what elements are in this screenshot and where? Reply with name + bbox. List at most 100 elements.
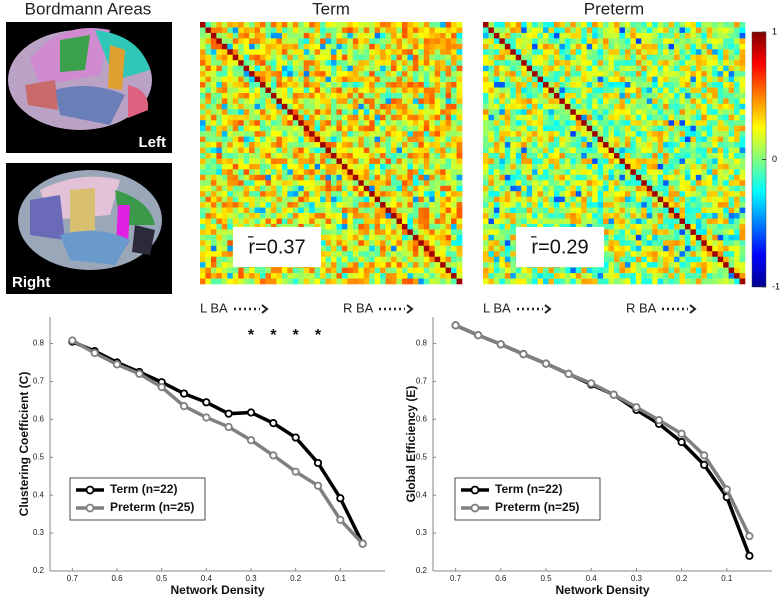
matrix-cell	[723, 76, 729, 83]
matrix-cell	[292, 153, 299, 159]
matrix-cell	[674, 234, 680, 241]
matrix-cell	[298, 76, 305, 83]
matrix-cell	[668, 87, 675, 94]
matrix-cell	[723, 158, 729, 165]
matrix-cell	[434, 114, 441, 121]
matrix-cell	[597, 273, 604, 279]
matrix-cell	[385, 207, 392, 214]
matrix-cell	[456, 185, 463, 192]
matrix-cell	[276, 71, 283, 77]
matrix-cell	[499, 169, 506, 176]
matrix-cell	[309, 180, 315, 187]
matrix-cell	[363, 43, 370, 50]
matrix-cell	[309, 147, 315, 154]
matrix-cell	[690, 65, 697, 72]
matrix-cell	[298, 92, 305, 99]
y-tick-label: 0.4	[33, 490, 45, 499]
matrix-cell	[341, 92, 348, 99]
matrix-cell	[614, 273, 620, 279]
matrix-cell	[559, 163, 566, 170]
matrix-cell	[652, 131, 658, 137]
matrix-cell	[619, 245, 626, 252]
matrix-cell	[488, 54, 495, 61]
matrix-cell	[303, 278, 310, 285]
matrix-cell	[635, 109, 642, 116]
matrix-cell	[663, 169, 669, 176]
matrix-cell	[483, 87, 489, 94]
matrix-cell	[483, 267, 489, 274]
matrix-cell	[221, 158, 228, 165]
matrix-cell	[451, 54, 457, 61]
matrix-cell	[504, 278, 511, 285]
matrix-cell	[352, 207, 359, 214]
matrix-cell	[412, 191, 419, 197]
matrix-cell	[232, 98, 239, 105]
colorbar-tick-label: 1	[772, 26, 777, 36]
matrix-cell	[281, 169, 288, 176]
matrix-cell	[575, 49, 582, 56]
matrix-cell	[624, 76, 631, 83]
matrix-cell	[445, 180, 452, 187]
matrix-cell	[341, 82, 348, 88]
matrix-cell	[657, 49, 664, 56]
matrix-cell	[652, 234, 658, 241]
matrix-cell	[423, 103, 430, 110]
matrix-cell	[652, 267, 658, 274]
matrix-cell	[663, 71, 669, 77]
matrix-cell	[314, 109, 321, 116]
matrix-cell	[734, 191, 740, 197]
matrix-cell	[504, 98, 511, 105]
matrix-cell	[739, 153, 746, 159]
matrix-cell	[238, 87, 244, 94]
matrix-cell	[200, 196, 206, 203]
matrix-cell	[646, 136, 653, 143]
matrix-cell	[456, 125, 463, 132]
matrix-cell	[216, 256, 223, 263]
matrix-cell	[548, 103, 555, 110]
matrix-cell	[624, 169, 631, 176]
matrix-cell	[314, 120, 321, 127]
matrix-cell	[690, 207, 697, 214]
matrix-cell	[210, 202, 217, 208]
matrix-cell	[515, 98, 522, 105]
matrix-cell	[254, 109, 261, 116]
matrix-cell	[701, 131, 708, 137]
matrix-cell	[341, 202, 348, 208]
matrix-cell	[314, 185, 321, 192]
matrix-cell	[238, 196, 244, 203]
matrix-cell	[603, 267, 609, 274]
matrix-cell	[488, 153, 495, 159]
matrix-cell	[440, 92, 446, 99]
matrix-cell	[630, 218, 637, 225]
matrix-cell	[385, 267, 392, 274]
matrix-cell	[243, 27, 250, 34]
matrix-cell	[336, 54, 343, 61]
matrix-cell	[652, 169, 658, 176]
matrix-cell	[434, 251, 441, 258]
matrix-cell	[635, 163, 642, 170]
matrix-cell	[597, 213, 604, 219]
matrix-cell	[515, 65, 522, 72]
matrix-cell	[391, 273, 397, 279]
matrix-cell	[608, 191, 615, 197]
matrix-cell	[641, 251, 648, 258]
matrix-cell	[521, 54, 527, 61]
matrix-cell	[488, 207, 495, 214]
matrix-cell	[418, 218, 425, 225]
matrix-cell	[701, 223, 708, 230]
matrix-cell	[456, 103, 463, 110]
matrix-cell	[706, 234, 713, 241]
matrix-cell	[407, 185, 414, 192]
matrix-cell	[347, 158, 354, 165]
matrix-cell	[358, 256, 365, 263]
matrix-cell	[232, 196, 239, 203]
matrix-cell	[396, 153, 403, 159]
matrix-cell	[603, 234, 609, 241]
matrix-cell	[254, 87, 261, 94]
matrix-cell	[260, 103, 266, 110]
matrix-cell	[412, 22, 419, 28]
matrix-cell	[674, 185, 680, 192]
matrix-cell	[515, 153, 522, 159]
matrix-cell	[712, 218, 719, 225]
matrix-cell	[728, 223, 735, 230]
